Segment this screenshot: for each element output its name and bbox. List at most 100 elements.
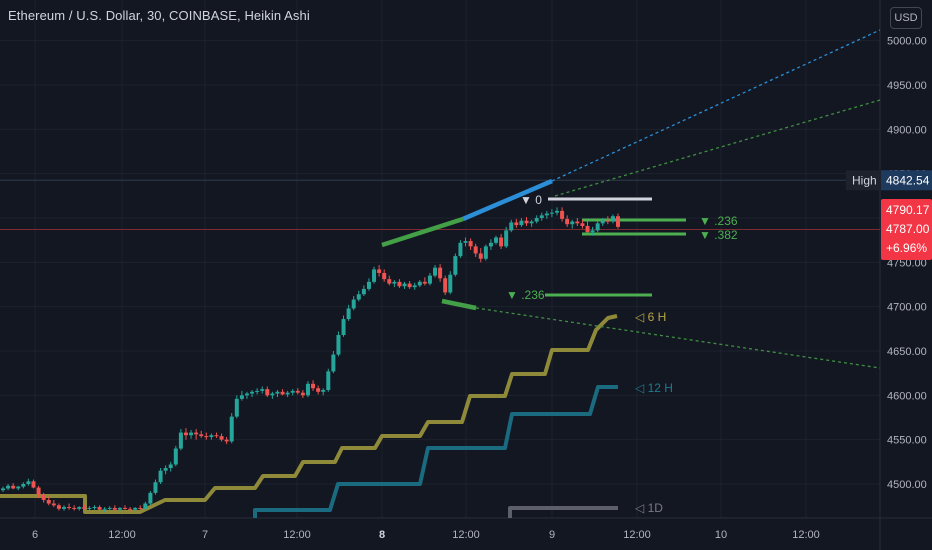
candle-body: [285, 392, 290, 395]
candle: [565, 215, 570, 227]
candle-body: [387, 279, 392, 284]
time-tick-label: 6: [32, 529, 38, 541]
candle-body: [46, 499, 51, 504]
candle: [122, 505, 127, 510]
candle: [417, 280, 422, 288]
candle-body: [290, 390, 295, 393]
candle-body: [438, 267, 443, 279]
candle-body: [244, 393, 249, 396]
candle: [387, 275, 392, 286]
candle-body: [595, 223, 600, 231]
candle-body: [300, 392, 305, 396]
candle-body: [21, 484, 26, 487]
candle: [336, 331, 341, 357]
candle: [326, 368, 331, 392]
candle: [92, 505, 97, 510]
chart-title: Ethereum / U.S. Dollar, 30, COINBASE, He…: [8, 8, 310, 23]
candle-body: [570, 221, 575, 225]
price-tick-label: 4550.00: [887, 435, 927, 447]
candle: [356, 290, 361, 302]
candle: [224, 437, 229, 445]
candle: [321, 388, 326, 396]
candle-body: [463, 241, 468, 243]
candle: [346, 304, 351, 321]
candle-body: [128, 508, 133, 510]
candle-body: [544, 213, 549, 216]
pivot-12h-line: [253, 385, 618, 518]
candle-body: [448, 274, 453, 293]
candle-body: [117, 507, 122, 510]
candle: [519, 217, 524, 227]
candle-body: [478, 253, 483, 259]
candle-body: [616, 216, 620, 227]
candle-body: [488, 242, 493, 247]
candle-body: [560, 210, 565, 219]
candle: [1, 486, 5, 492]
candle-body: [87, 507, 92, 509]
candle-body: [67, 507, 72, 509]
candle-body: [148, 492, 153, 504]
candle: [438, 264, 443, 282]
candle-body: [280, 391, 285, 395]
candle-body: [311, 383, 316, 389]
candle: [87, 506, 92, 511]
candle-body: [158, 470, 163, 483]
candle: [295, 388, 300, 395]
candle-body: [239, 395, 244, 399]
candle: [67, 503, 72, 510]
time-tick-label: 7: [202, 529, 208, 541]
candle: [239, 390, 244, 401]
candle: [6, 484, 11, 491]
candle: [300, 390, 305, 398]
candle: [229, 413, 234, 444]
candle: [56, 503, 61, 511]
trend-projection-green-down: [475, 307, 881, 369]
candle: [163, 465, 168, 475]
candle-body: [16, 486, 21, 489]
candle: [402, 281, 407, 289]
candle-body: [153, 482, 158, 493]
candle-body: [199, 434, 204, 437]
candle: [483, 244, 488, 261]
candle: [16, 485, 21, 491]
candle-body: [377, 269, 382, 273]
candle: [204, 432, 209, 440]
candle: [570, 219, 575, 229]
candle: [21, 482, 26, 489]
candle-body: [143, 503, 148, 509]
high-value: 4842.54: [886, 173, 930, 187]
candle: [341, 315, 346, 337]
high-value-bg: [881, 170, 932, 191]
price-tick-label: 4950.00: [887, 80, 927, 92]
candle-body: [412, 285, 417, 288]
candle: [316, 385, 321, 395]
candle-body: [397, 281, 402, 287]
candle-body: [97, 507, 102, 510]
candle-body: [585, 225, 590, 233]
price-tick-label: 4700.00: [887, 302, 927, 314]
candle-body: [107, 507, 112, 509]
candle: [499, 233, 504, 250]
candle: [183, 428, 188, 440]
candle-body: [41, 494, 46, 500]
candle-body: [372, 269, 377, 282]
candle-body: [72, 507, 77, 509]
candle-body: [133, 507, 138, 510]
candle-body: [341, 319, 346, 336]
candle-body: [366, 281, 371, 289]
candle-body: [610, 216, 615, 222]
candle-body: [504, 230, 509, 247]
candle: [148, 491, 153, 506]
candle-body: [316, 388, 321, 392]
price-tick-label: 4900.00: [887, 124, 927, 136]
candle-body: [549, 212, 554, 214]
candle: [580, 219, 585, 229]
candle-body: [214, 435, 219, 437]
candle: [214, 432, 219, 438]
currency-button[interactable]: USD: [890, 7, 922, 29]
candle: [107, 506, 112, 511]
candle: [189, 429, 194, 439]
candle-body: [183, 432, 188, 436]
